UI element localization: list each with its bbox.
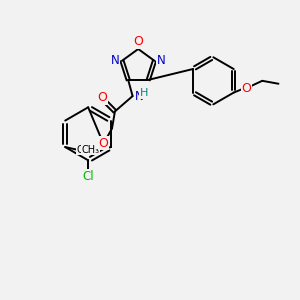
- Text: O: O: [98, 137, 108, 150]
- Text: N: N: [157, 54, 166, 67]
- Text: CH₃: CH₃: [81, 145, 100, 155]
- Text: H: H: [140, 88, 148, 98]
- Text: CH₃: CH₃: [77, 145, 95, 155]
- Text: O: O: [241, 82, 251, 95]
- Text: Cl: Cl: [82, 170, 94, 183]
- Text: N: N: [135, 90, 144, 103]
- Text: O: O: [133, 35, 143, 48]
- Text: O: O: [97, 92, 107, 104]
- Text: N: N: [111, 54, 120, 67]
